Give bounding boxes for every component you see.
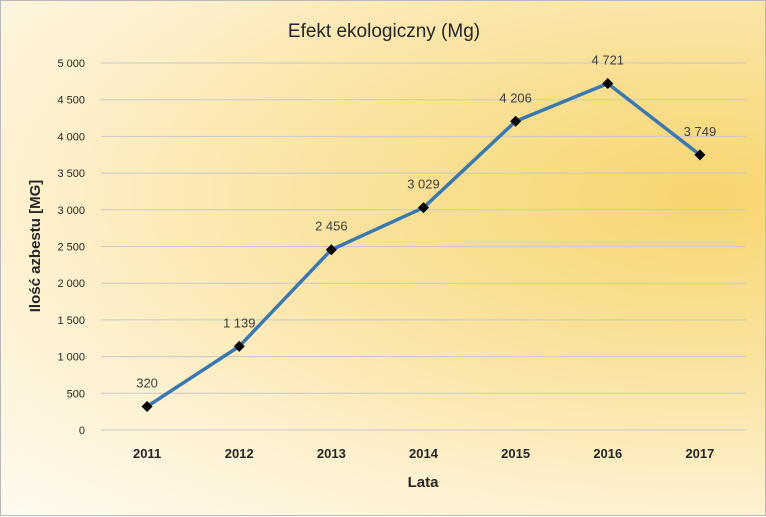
- y-tick-label: 500: [67, 388, 85, 400]
- data-point: [141, 401, 153, 413]
- x-axis-ticks: 2011 2012 2013 2014 2015 2016 2017: [133, 446, 714, 461]
- y-tick-label: 4 000: [57, 131, 85, 143]
- data-labels: 320 1 139 2 456 3 029 4 206 4 721 3 749: [136, 52, 716, 390]
- y-tick-label: 2 000: [57, 278, 85, 290]
- x-tick-label: 2015: [501, 446, 530, 461]
- y-tick-label: 0: [79, 425, 85, 437]
- data-label: 4 721: [592, 52, 625, 67]
- data-point: [694, 149, 706, 161]
- y-tick-label: 3 500: [57, 168, 85, 180]
- x-tick-label: 2011: [133, 446, 161, 461]
- x-axis-title: Lata: [408, 474, 440, 491]
- data-point: [418, 202, 429, 214]
- x-tick-label: 2016: [593, 446, 622, 461]
- data-label: 4 206: [499, 90, 532, 105]
- chart-title: Efekt ekologiczny (Mg): [288, 21, 480, 42]
- data-markers: [141, 77, 706, 413]
- y-axis-ticks: 0 500 1 000 1 500 2 000 2 500 3 000 3 500 4 000 4…: [57, 58, 85, 437]
- data-label: 320: [136, 376, 158, 391]
- y-tick-label: 1 500: [57, 315, 85, 327]
- y-axis-title: Ilość azbestu [MG]: [27, 180, 44, 313]
- y-tick-label: 5 000: [57, 58, 85, 70]
- y-tick-label: 1 000: [57, 352, 85, 364]
- data-point: [602, 77, 614, 89]
- gridlines: [101, 62, 746, 431]
- data-label: 3 749: [684, 124, 717, 139]
- data-point: [510, 115, 522, 127]
- data-point: [233, 340, 245, 352]
- data-label: 1 139: [223, 315, 256, 330]
- y-tick-label: 3 000: [57, 205, 85, 217]
- data-label: 3 029: [407, 177, 440, 192]
- x-tick-label: 2014: [409, 446, 439, 461]
- x-tick-label: 2012: [225, 446, 254, 461]
- y-tick-label: 4 500: [57, 95, 85, 107]
- series-line: [146, 81, 701, 408]
- data-point: [325, 244, 337, 256]
- data-label: 2 456: [315, 219, 348, 234]
- y-tick-label: 2 500: [57, 242, 85, 254]
- x-tick-label: 2017: [685, 446, 714, 461]
- x-tick-label: 2013: [317, 446, 346, 461]
